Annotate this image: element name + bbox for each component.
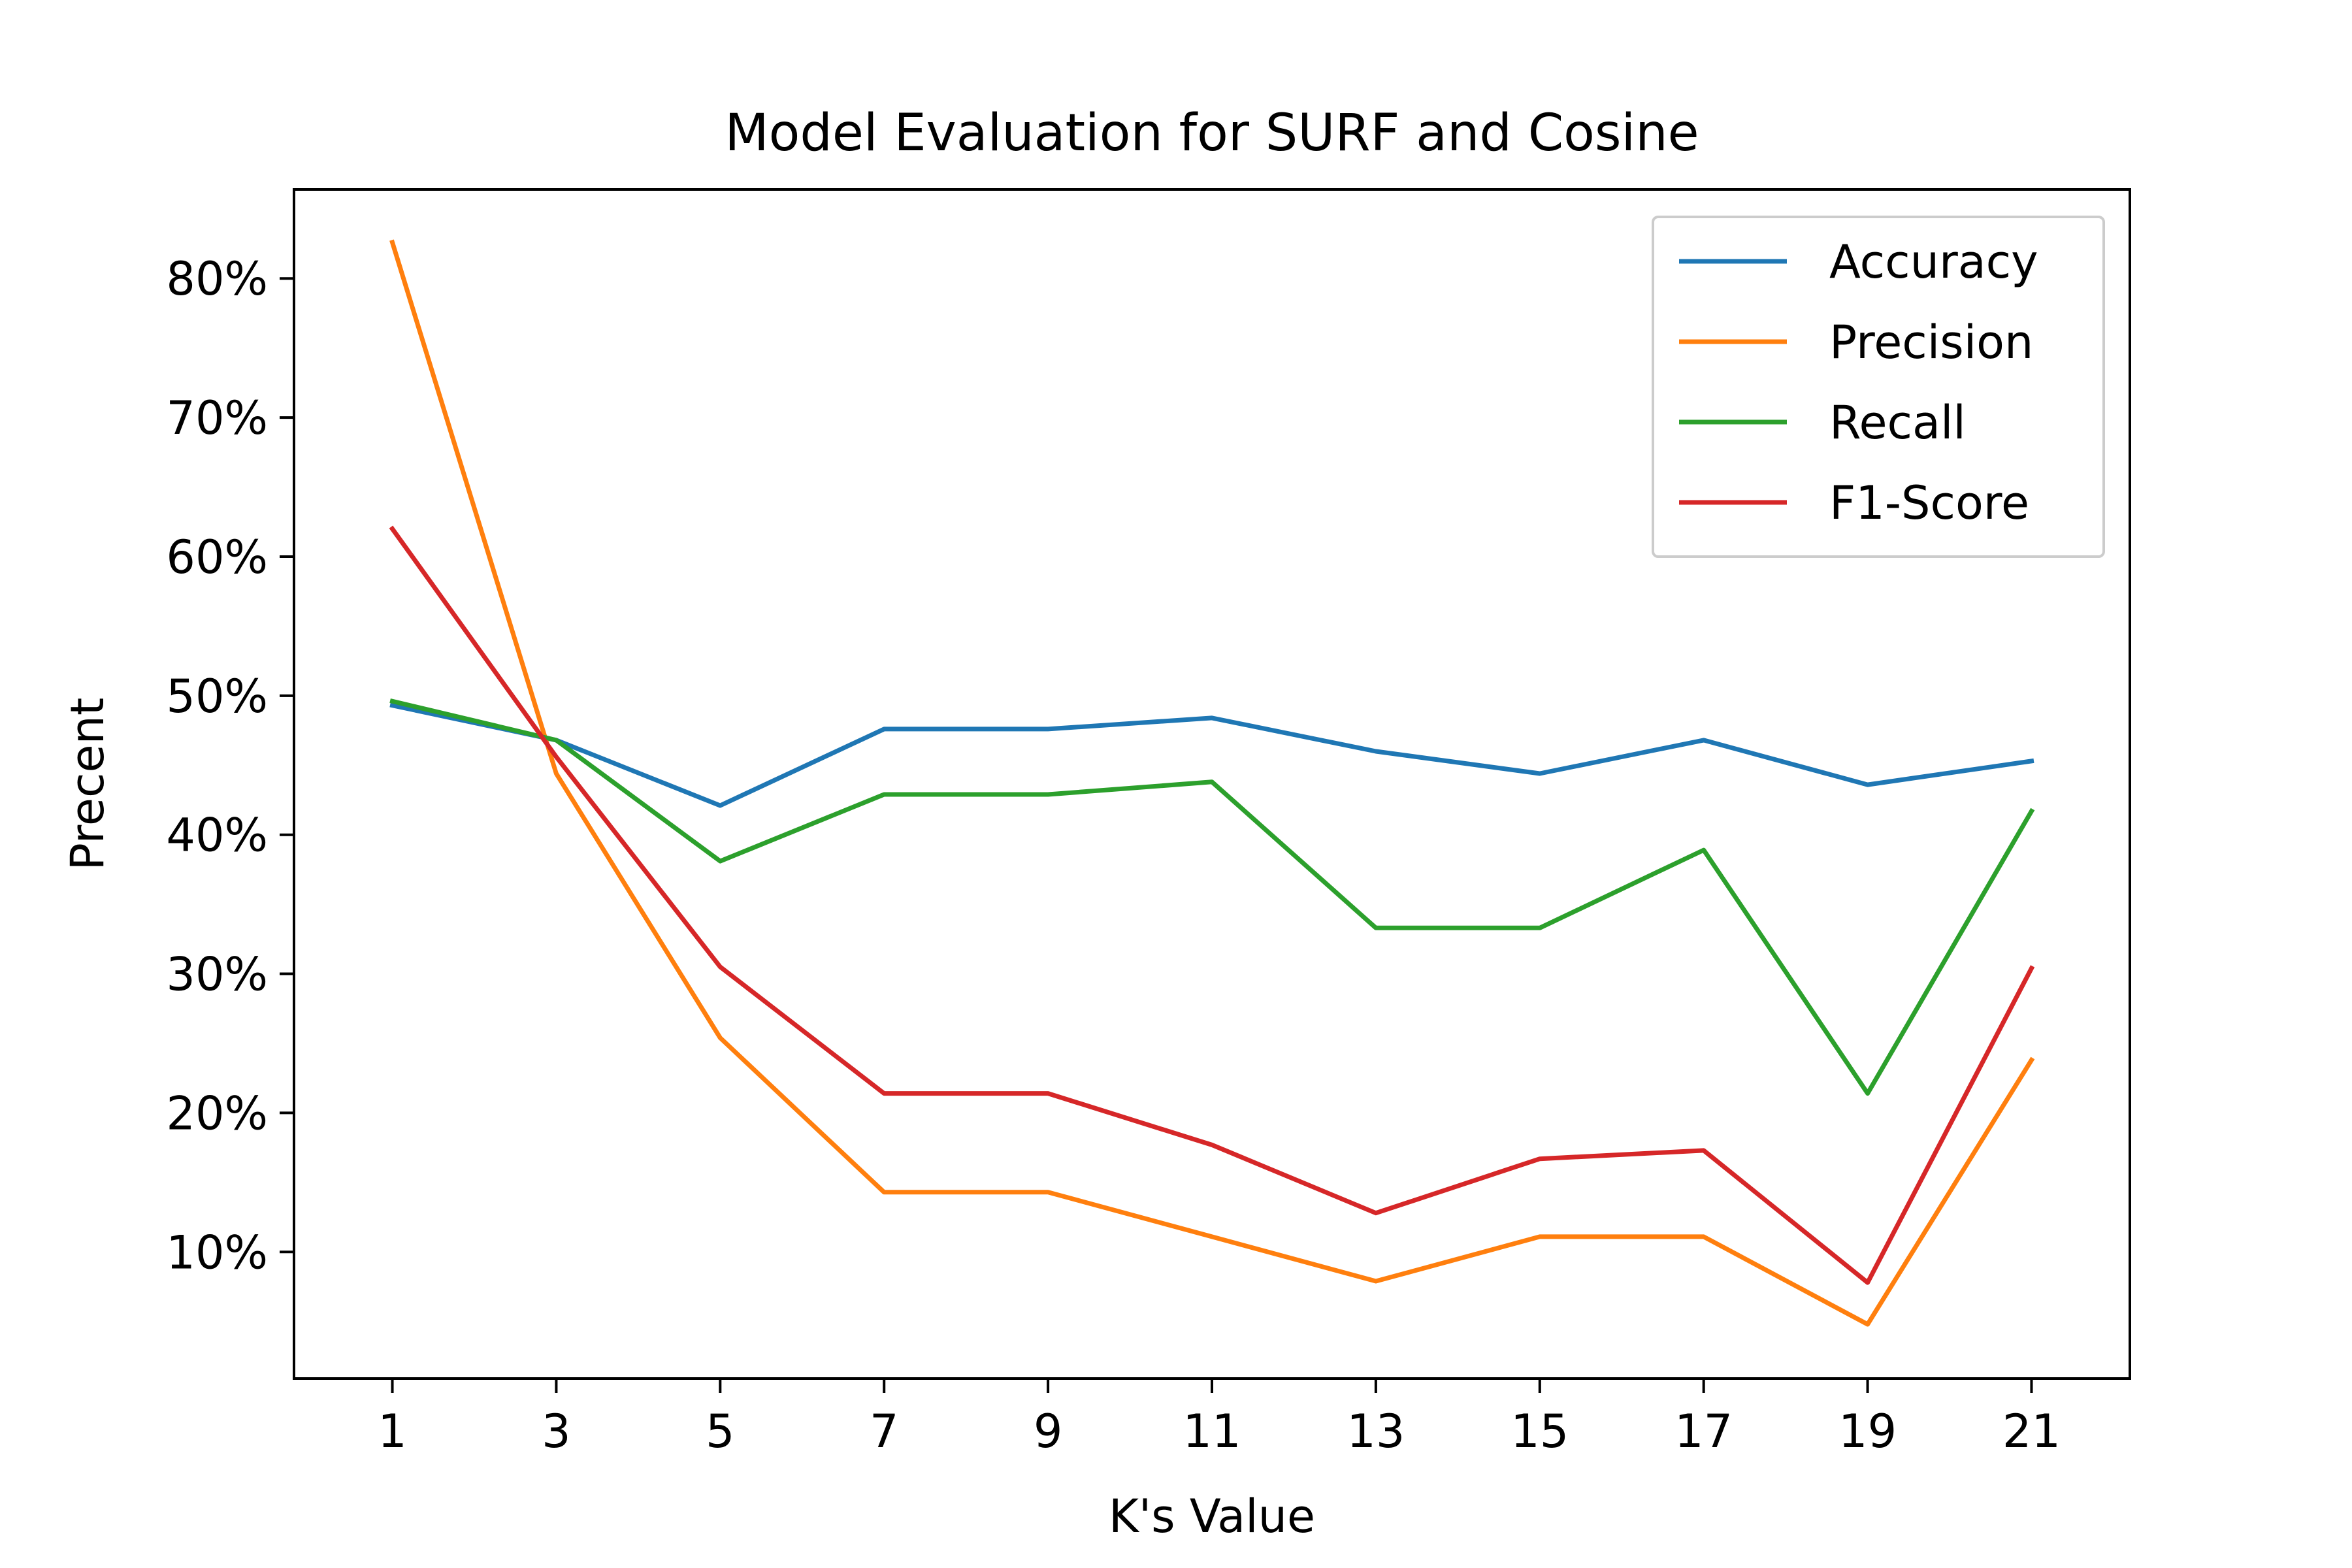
series-line-precision [389,239,2035,1327]
x-tick-label: 11 [1183,1405,1241,1458]
x-tick-label: 7 [870,1405,899,1458]
series-line-f1-score [389,525,2035,1285]
chart-title: Model Evaluation for SURF and Cosine [725,104,1699,163]
legend-label-precision: Precision [1829,316,2033,369]
y-tick-label: 20% [166,1086,268,1140]
y-axis-label: Precent [61,698,114,871]
x-tick-label: 13 [1347,1405,1405,1458]
x-tick-label: 3 [542,1405,571,1458]
y-tick-label: 10% [166,1226,268,1279]
x-tick-label: 19 [1838,1405,1897,1458]
x-tick-label: 21 [2002,1405,2061,1458]
plot-lines [389,239,2035,1327]
legend-label-recall: Recall [1829,396,1966,449]
legend-box [1652,216,2105,558]
x-axis: 1 3 5 7 9 11 13 15 17 19 21 [378,1379,2061,1458]
series-line-recall [389,698,2035,1096]
y-tick-label: 80% [166,252,268,306]
legend-label-f1-score: F1-Score [1829,476,2029,530]
y-tick-label: 70% [166,391,268,445]
x-tick-label: 15 [1511,1405,1569,1458]
y-tick-label: 40% [166,809,268,862]
y-axis: 10% 20% 30% 40% 50% 60% 70% 80% [166,252,294,1279]
x-tick-label: 5 [706,1405,735,1458]
x-tick-label: 9 [1034,1405,1063,1458]
legend-label-accuracy: Accuracy [1829,235,2038,289]
series-line-accuracy [389,702,2034,808]
x-tick-label: 17 [1674,1405,1733,1458]
y-tick-label: 30% [166,948,268,1002]
y-tick-label: 50% [166,670,268,723]
x-axis-label: K's Value [1109,1490,1315,1543]
y-tick-label: 60% [166,531,268,584]
x-tick-label: 1 [378,1405,407,1458]
legend: Accuracy Precision Recall F1-Score [1652,216,2105,558]
